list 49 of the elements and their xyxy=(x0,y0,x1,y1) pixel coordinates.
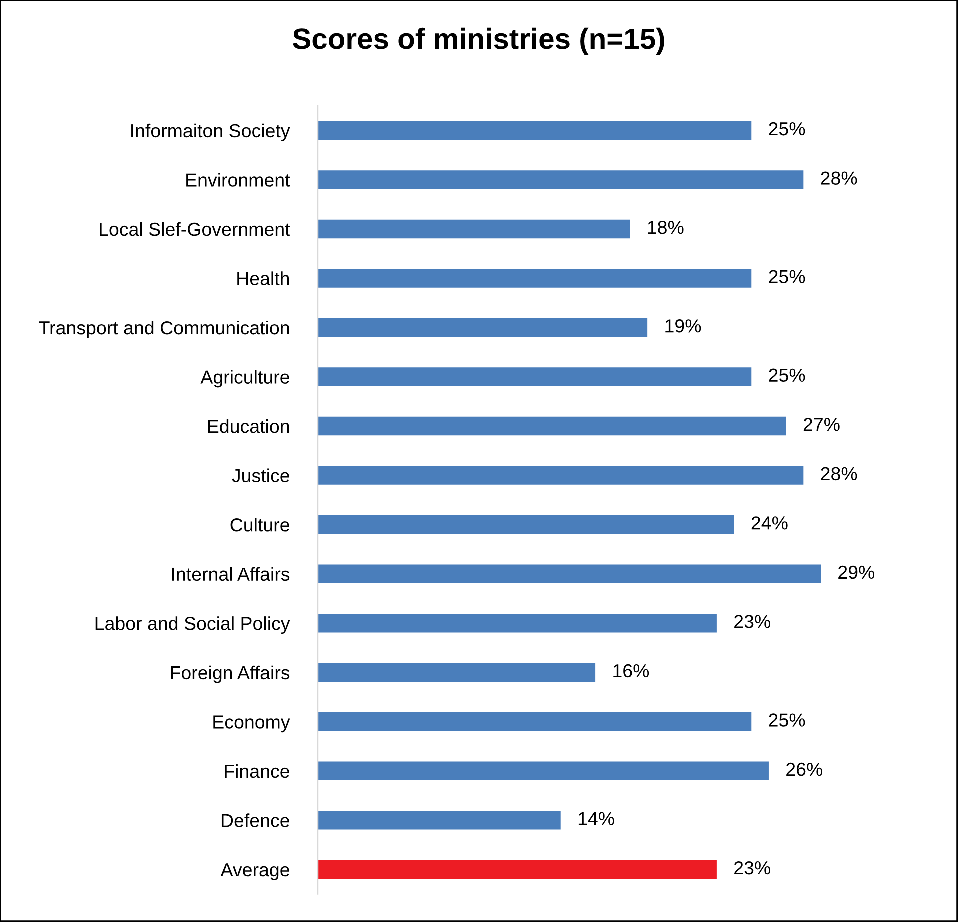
data-label: 25% xyxy=(769,122,806,136)
bar xyxy=(318,170,804,190)
y-tick-label: Health xyxy=(238,272,290,286)
y-tick-label: Finance xyxy=(225,764,290,778)
bar xyxy=(318,121,752,140)
data-label: 28% xyxy=(821,172,858,185)
data-label: 19% xyxy=(666,320,702,333)
y-tick-label: Culture xyxy=(230,518,290,532)
data-label: 16% xyxy=(614,664,650,678)
bar xyxy=(318,762,769,781)
bar xyxy=(318,811,561,830)
y-tick-label: Average xyxy=(220,864,290,880)
data-label: 14% xyxy=(578,812,614,826)
data-label: 28% xyxy=(821,467,858,481)
bar xyxy=(318,318,648,338)
data-label: 23% xyxy=(734,615,770,628)
data-label: 24% xyxy=(752,516,788,530)
data-label: 25% xyxy=(769,270,806,284)
data-label: 23% xyxy=(734,861,770,875)
bar xyxy=(318,663,596,682)
data-label: 26% xyxy=(786,762,823,776)
y-tick-label: Justice xyxy=(232,468,290,483)
data-label: 25% xyxy=(769,368,806,382)
bar xyxy=(318,614,717,633)
y-tick-label: Environment xyxy=(186,173,290,187)
y-tick-label: Defence xyxy=(222,814,290,828)
bar xyxy=(318,712,752,732)
bar xyxy=(318,860,717,880)
y-tick-label: Labor and Social Policy xyxy=(96,616,290,634)
y-tick-label: Agriculture xyxy=(200,370,290,388)
data-label: 25% xyxy=(769,714,806,727)
bar xyxy=(318,564,822,584)
y-tick-label: Economy xyxy=(214,716,290,733)
bar xyxy=(318,220,630,239)
data-label: 27% xyxy=(804,418,840,432)
data-label: 29% xyxy=(838,566,875,580)
y-tick-label: Transport and Communication xyxy=(39,320,290,338)
bar xyxy=(318,269,752,288)
bar xyxy=(318,368,752,386)
bar xyxy=(318,416,786,436)
chart-title: Scores of ministries (n=15) xyxy=(293,28,664,56)
y-tick-label: Foreign Affairs xyxy=(171,666,290,684)
y-tick-label: Informaiton Society xyxy=(132,124,290,142)
y-tick-label: Education xyxy=(208,419,290,434)
y-tick-label: Internal Affairs xyxy=(172,567,290,582)
data-label: 18% xyxy=(648,220,684,234)
y-tick-label: Local Slef-Government xyxy=(100,222,290,236)
bar xyxy=(318,515,734,534)
bar xyxy=(318,466,804,485)
